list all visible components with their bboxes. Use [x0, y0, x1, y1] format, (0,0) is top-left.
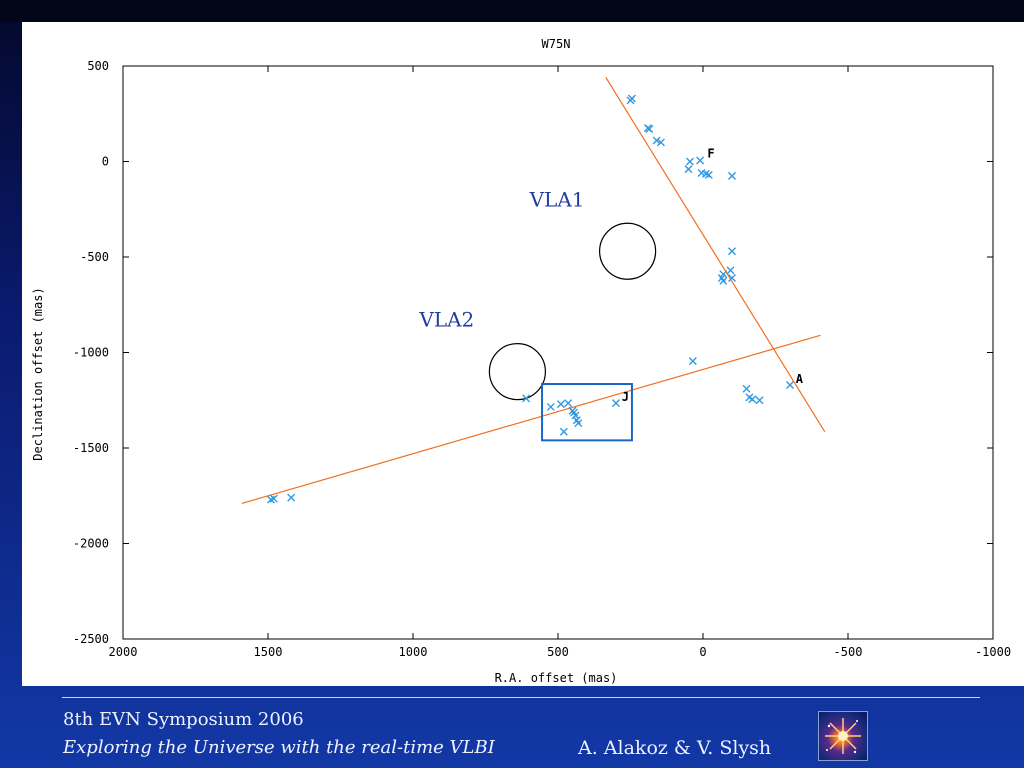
y-tick-label: 0	[102, 155, 109, 169]
maser-spot-marker	[559, 427, 568, 436]
fit-line	[241, 334, 821, 504]
plot-panel: W75N R.A. offset (mas) Declination offse…	[22, 22, 1024, 686]
maser-spot-marker	[652, 136, 661, 145]
maser-spot-marker	[546, 402, 555, 411]
point-label: A	[796, 372, 804, 386]
scatter-chart: W75N R.A. offset (mas) Declination offse…	[31, 37, 1011, 685]
vla-source-circle	[488, 343, 546, 401]
maser-spot-marker	[612, 399, 620, 408]
maser-spot-marker	[786, 380, 794, 389]
vla-source-label: VLA1	[529, 187, 585, 211]
maser-spot-marker	[571, 411, 580, 420]
y-axis-label: Declination offset (mas)	[31, 287, 45, 460]
footer-authors: A. Alakoz & V. Slysh	[578, 737, 772, 759]
maser-spot-marker	[522, 394, 531, 403]
evn-logo	[818, 711, 868, 761]
footer-event-name: 8th EVN Symposium 2006	[63, 709, 304, 730]
x-tick-label: 0	[699, 645, 706, 659]
fit-line	[605, 77, 826, 433]
maser-spot-marker	[696, 156, 705, 165]
maser-spot-marker	[755, 396, 764, 405]
maser-spot-marker	[269, 494, 278, 503]
point-label: F	[707, 147, 714, 161]
x-tick-label: 1000	[399, 645, 428, 659]
maser-spot-marker	[685, 157, 694, 166]
y-tick-label: -500	[80, 250, 109, 264]
y-tick-label: -1500	[73, 441, 109, 455]
maser-spot-marker	[688, 357, 697, 366]
y-tick-label: -2000	[73, 537, 109, 551]
x-tick-label: -1000	[975, 645, 1011, 659]
maser-spot-marker	[728, 247, 736, 256]
maser-spot-marker	[684, 165, 693, 174]
maser-spot-marker	[726, 266, 735, 275]
footer-event-subtitle: Exploring the Universe with the real-tim…	[63, 737, 495, 758]
maser-spot-marker	[287, 493, 296, 502]
maser-spot-marker	[656, 138, 665, 147]
maser-spot-marker	[627, 94, 636, 103]
maser-spot-marker	[719, 276, 728, 285]
chart-title: W75N	[542, 37, 571, 51]
maser-spot-marker	[728, 171, 736, 180]
x-tick-label: -500	[834, 645, 863, 659]
maser-spot-marker	[748, 395, 757, 404]
x-tick-label: 500	[547, 645, 569, 659]
y-tick-label: -2500	[73, 632, 109, 646]
maser-spot-marker	[564, 399, 573, 408]
x-tick-label: 1500	[254, 645, 283, 659]
x-tick-label: 2000	[109, 645, 138, 659]
top-band	[0, 0, 1024, 22]
maser-spot-marker	[645, 125, 654, 134]
maser-spot-marker	[574, 419, 583, 428]
maser-spot-marker	[742, 384, 751, 393]
vla-source-circle	[598, 222, 657, 280]
starburst-icon	[825, 718, 861, 754]
vla-source-label: VLA2	[418, 308, 474, 332]
maser-spot-marker	[728, 274, 736, 283]
point-label: J	[622, 390, 629, 404]
highlight-box	[541, 383, 633, 442]
maser-spot-marker	[556, 400, 565, 409]
footer-divider	[62, 697, 980, 698]
maser-spot-marker	[704, 170, 713, 179]
y-tick-label: 500	[87, 59, 109, 73]
x-axis-label: R.A. offset (mas)	[495, 671, 618, 685]
y-tick-label: -1000	[73, 346, 109, 360]
plot-frame	[122, 65, 994, 640]
